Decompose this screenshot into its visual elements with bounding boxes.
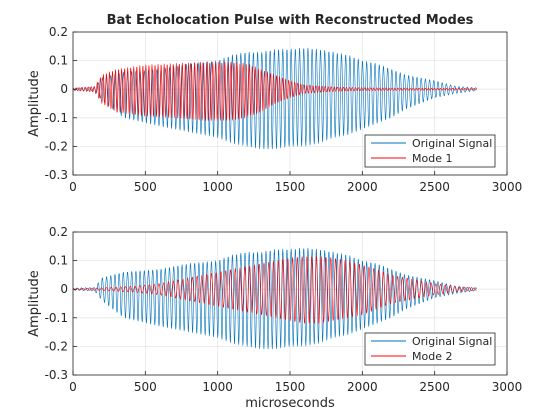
series-line-mode <box>72 61 477 121</box>
x-axis-label-2: microseconds <box>245 396 335 411</box>
series-line-mode <box>72 256 477 324</box>
series-line-original-signal <box>72 247 477 350</box>
chart-title: Bat Echolocation Pulse with Reconstructe… <box>107 13 474 28</box>
y-tick-label: 0.2 <box>49 225 68 239</box>
subplot-2: 0 500 1000 1500 2000 2500 3000 -0.3 -0.2 -0.1 0 0.1… <box>27 225 522 411</box>
x-tick-label: 500 <box>134 180 157 194</box>
y-tick-label: -0.1 <box>45 311 68 325</box>
x-tick-label: 0 <box>69 380 77 394</box>
y-axis-label-1: Amplitude <box>27 70 42 137</box>
y-tick-label: 0.2 <box>49 25 68 39</box>
y-tick-label: 0.1 <box>49 54 68 68</box>
y-tick-label: -0.1 <box>45 111 68 125</box>
legend-1: Original Signal Mode 1 <box>364 134 496 168</box>
x-tick-label: 1500 <box>275 180 306 194</box>
y-tick-label: -0.3 <box>45 168 68 182</box>
x-tick-label: 1000 <box>202 380 233 394</box>
x-tick-label: 1000 <box>202 180 233 194</box>
subplot-1: Bat Echolocation Pulse with Reconstructe… <box>27 13 522 194</box>
legend-label-original-1: Original Signal <box>412 137 492 150</box>
y-tick-label: -0.2 <box>45 339 68 353</box>
x-tick-label: 2500 <box>419 380 450 394</box>
y-tick-label: -0.2 <box>45 139 68 153</box>
x-tick-label: 3000 <box>492 180 523 194</box>
legend-label-mode-1: Mode 1 <box>412 152 452 165</box>
y-tick-label: -0.3 <box>45 368 68 382</box>
x-tick-label: 3000 <box>492 380 523 394</box>
legend-2: Original Signal Mode 2 <box>364 332 496 366</box>
x-tick-label: 2000 <box>347 180 378 194</box>
y-tick-label: 0 <box>60 282 68 296</box>
series-layer-2 <box>72 247 477 350</box>
x-tick-label: 500 <box>134 380 157 394</box>
x-tick-label: 2000 <box>347 380 378 394</box>
legend-box-2 <box>364 332 496 366</box>
legend-box-1 <box>364 134 496 168</box>
x-tick-label: 2500 <box>419 180 450 194</box>
ticks-1: 0 500 1000 1500 2000 2500 3000 -0.3 -0.2 -0.1 0 0.1… <box>45 25 523 194</box>
x-tick-label: 1500 <box>275 380 306 394</box>
legend-label-original-2: Original Signal <box>412 335 492 348</box>
legend-label-mode-2: Mode 2 <box>412 350 452 363</box>
series-layer-1 <box>72 47 477 150</box>
y-tick-label: 0 <box>60 82 68 96</box>
y-axis-label-2: Amplitude <box>27 270 42 337</box>
ticks-2: 0 500 1000 1500 2000 2500 3000 -0.3 -0.2 -0.1 0 0.1… <box>45 225 523 394</box>
y-tick-label: 0.1 <box>49 254 68 268</box>
x-tick-label: 0 <box>69 180 77 194</box>
